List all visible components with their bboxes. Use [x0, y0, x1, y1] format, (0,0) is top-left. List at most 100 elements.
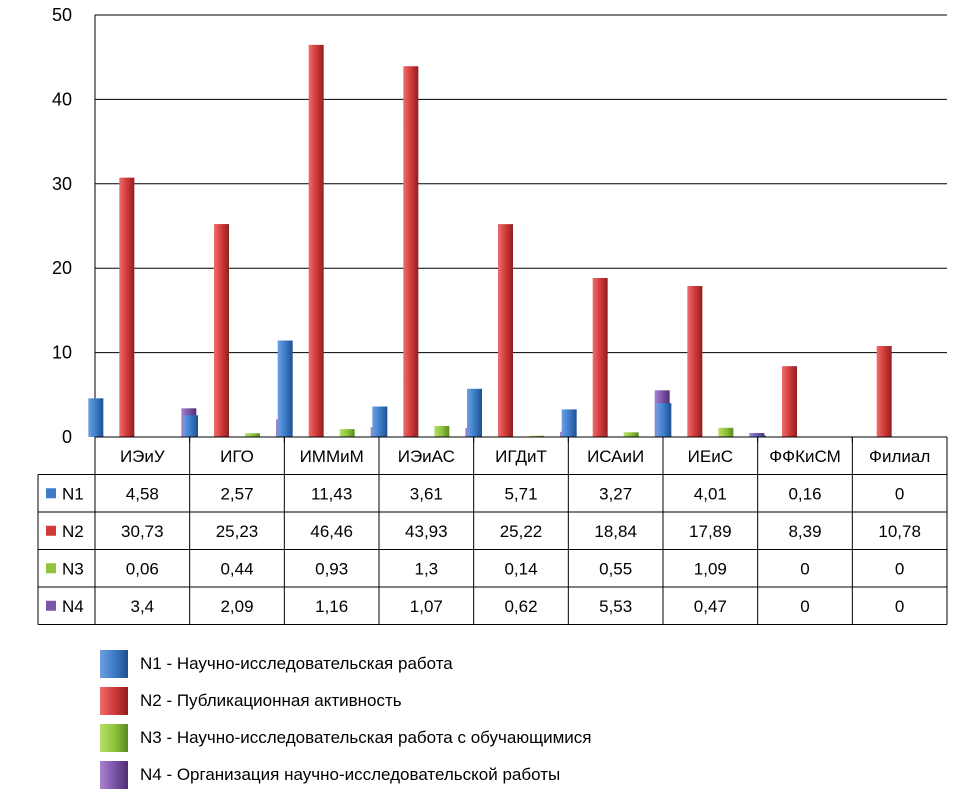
data-label: 46,46	[310, 522, 353, 541]
data-label: 0	[895, 484, 904, 503]
data-table: ИЭиУ ИГО ИММиМ ИЭиАС ИГДиТ ИСАиИ ИЕиС ФФКиСМ Фил…	[37, 436, 948, 625]
bar-n1	[656, 403, 672, 437]
legend-label-n4: N4 - Организация научно-исследовательско…	[140, 764, 561, 784]
data-label: 3,4	[131, 597, 155, 616]
bar-n1	[88, 398, 104, 437]
legend-item-n3: N3 - Научно-исследовательская работа с о…	[100, 719, 591, 756]
data-label: 0,62	[504, 597, 537, 616]
category-label: Филиал	[869, 447, 930, 466]
category-label: ИГО	[220, 447, 254, 466]
data-label: 25,23	[216, 522, 259, 541]
category-label: ИЕиС	[688, 447, 733, 466]
data-label: 3,61	[410, 484, 443, 503]
bar-n1	[561, 409, 577, 437]
bar-n2	[782, 366, 797, 437]
data-label: 25,22	[500, 522, 543, 541]
row-label-n1: N1	[62, 484, 84, 503]
bar-n3	[245, 433, 260, 437]
data-label: 1,07	[410, 597, 443, 616]
bar-n2	[119, 177, 135, 437]
legend-item-n2: N2 - Публикационная активность	[100, 682, 591, 719]
bar-n3	[339, 429, 355, 437]
legend-label-n2: N2 - Публикационная активность	[140, 690, 402, 710]
category-label: ИММиМ	[300, 447, 364, 466]
legend-swatch-n3	[100, 723, 128, 752]
data-label: 3,27	[599, 484, 632, 503]
bar-n2	[498, 224, 513, 437]
legend: N1 - Научно-исследовательская работа N2 …	[100, 645, 591, 793]
bar-n2	[592, 277, 608, 437]
data-label: 5,53	[599, 597, 632, 616]
row-label-n3: N3	[62, 559, 84, 578]
bar-n2	[214, 224, 229, 437]
data-label: 11,43	[311, 484, 352, 503]
category-label: ИСАиИ	[587, 447, 644, 466]
data-label: 5,71	[504, 484, 537, 503]
bar-n4	[749, 433, 765, 437]
bar-n3	[529, 435, 544, 437]
data-label: 4,01	[694, 484, 727, 503]
bar-n1	[751, 435, 766, 437]
y-tick-label: 20	[52, 258, 72, 278]
data-label: 1,16	[315, 597, 348, 616]
data-label: 0,93	[315, 559, 348, 578]
category-label: ИГДиТ	[495, 447, 547, 466]
legend-swatch-n4	[100, 760, 128, 789]
row-legend-key-n3	[46, 563, 56, 574]
bar-n3	[623, 432, 639, 437]
data-label: 2,57	[220, 484, 253, 503]
legend-label-n3: N3 - Научно-исследовательская работа с о…	[140, 727, 592, 747]
y-tick-label: 30	[52, 174, 72, 194]
y-tick-label: 10	[52, 343, 72, 363]
data-label: 0,16	[788, 484, 821, 503]
legend-item-n4: N4 - Организация научно-исследовательско…	[100, 756, 591, 793]
y-tick-label: 0	[62, 427, 72, 447]
bar-n3	[718, 427, 734, 437]
data-label: 4,58	[126, 484, 159, 503]
data-label: 0,14	[504, 559, 537, 578]
data-label: 0,47	[694, 597, 727, 616]
row-legend-key-n2	[46, 525, 56, 536]
data-label: 0,44	[220, 559, 253, 578]
data-label: 2,09	[220, 597, 253, 616]
row-label-n4: N4	[62, 597, 84, 616]
data-label: 0,55	[599, 559, 632, 578]
category-label: ИЭиУ	[120, 447, 165, 466]
row-label-n2: N2	[62, 522, 84, 541]
data-label: 0	[800, 559, 809, 578]
bar-n2	[876, 346, 892, 437]
bar-n2	[308, 44, 324, 438]
data-label: 10,78	[878, 522, 921, 541]
data-label: 8,39	[788, 522, 821, 541]
category-label: ИЭиАС	[398, 447, 455, 466]
category-label: ФФКиСМ	[769, 447, 841, 466]
bar-n1	[183, 415, 198, 437]
row-legend-key-n1	[46, 488, 56, 499]
data-label: 30,73	[121, 522, 164, 541]
data-label: 0	[800, 597, 809, 616]
legend-swatch-n1	[100, 649, 128, 678]
data-label: 0	[895, 559, 904, 578]
bar-n1	[467, 388, 482, 437]
bar-n2	[403, 66, 419, 437]
data-label: 0,06	[126, 559, 159, 578]
y-axis: 0 10 20 30 40 50	[52, 5, 96, 447]
legend-swatch-n2	[100, 686, 128, 715]
data-label: 0	[895, 597, 904, 616]
data-label: 18,84	[594, 522, 637, 541]
bar-n1	[277, 340, 293, 437]
y-tick-label: 50	[52, 5, 72, 25]
bar-n3	[434, 426, 450, 437]
data-label: 43,93	[405, 522, 448, 541]
bars	[88, 44, 892, 438]
legend-label-n1: N1 - Научно-исследовательская работа	[140, 653, 453, 673]
data-label: 17,89	[689, 522, 732, 541]
data-label: 1,09	[694, 559, 727, 578]
row-legend-key-n4	[46, 600, 56, 611]
bar-n1	[372, 406, 388, 437]
y-tick-label: 40	[52, 89, 72, 109]
data-label: 1,3	[415, 559, 439, 578]
legend-item-n1: N1 - Научно-исследовательская работа	[100, 645, 591, 682]
bar-n2	[687, 286, 703, 437]
